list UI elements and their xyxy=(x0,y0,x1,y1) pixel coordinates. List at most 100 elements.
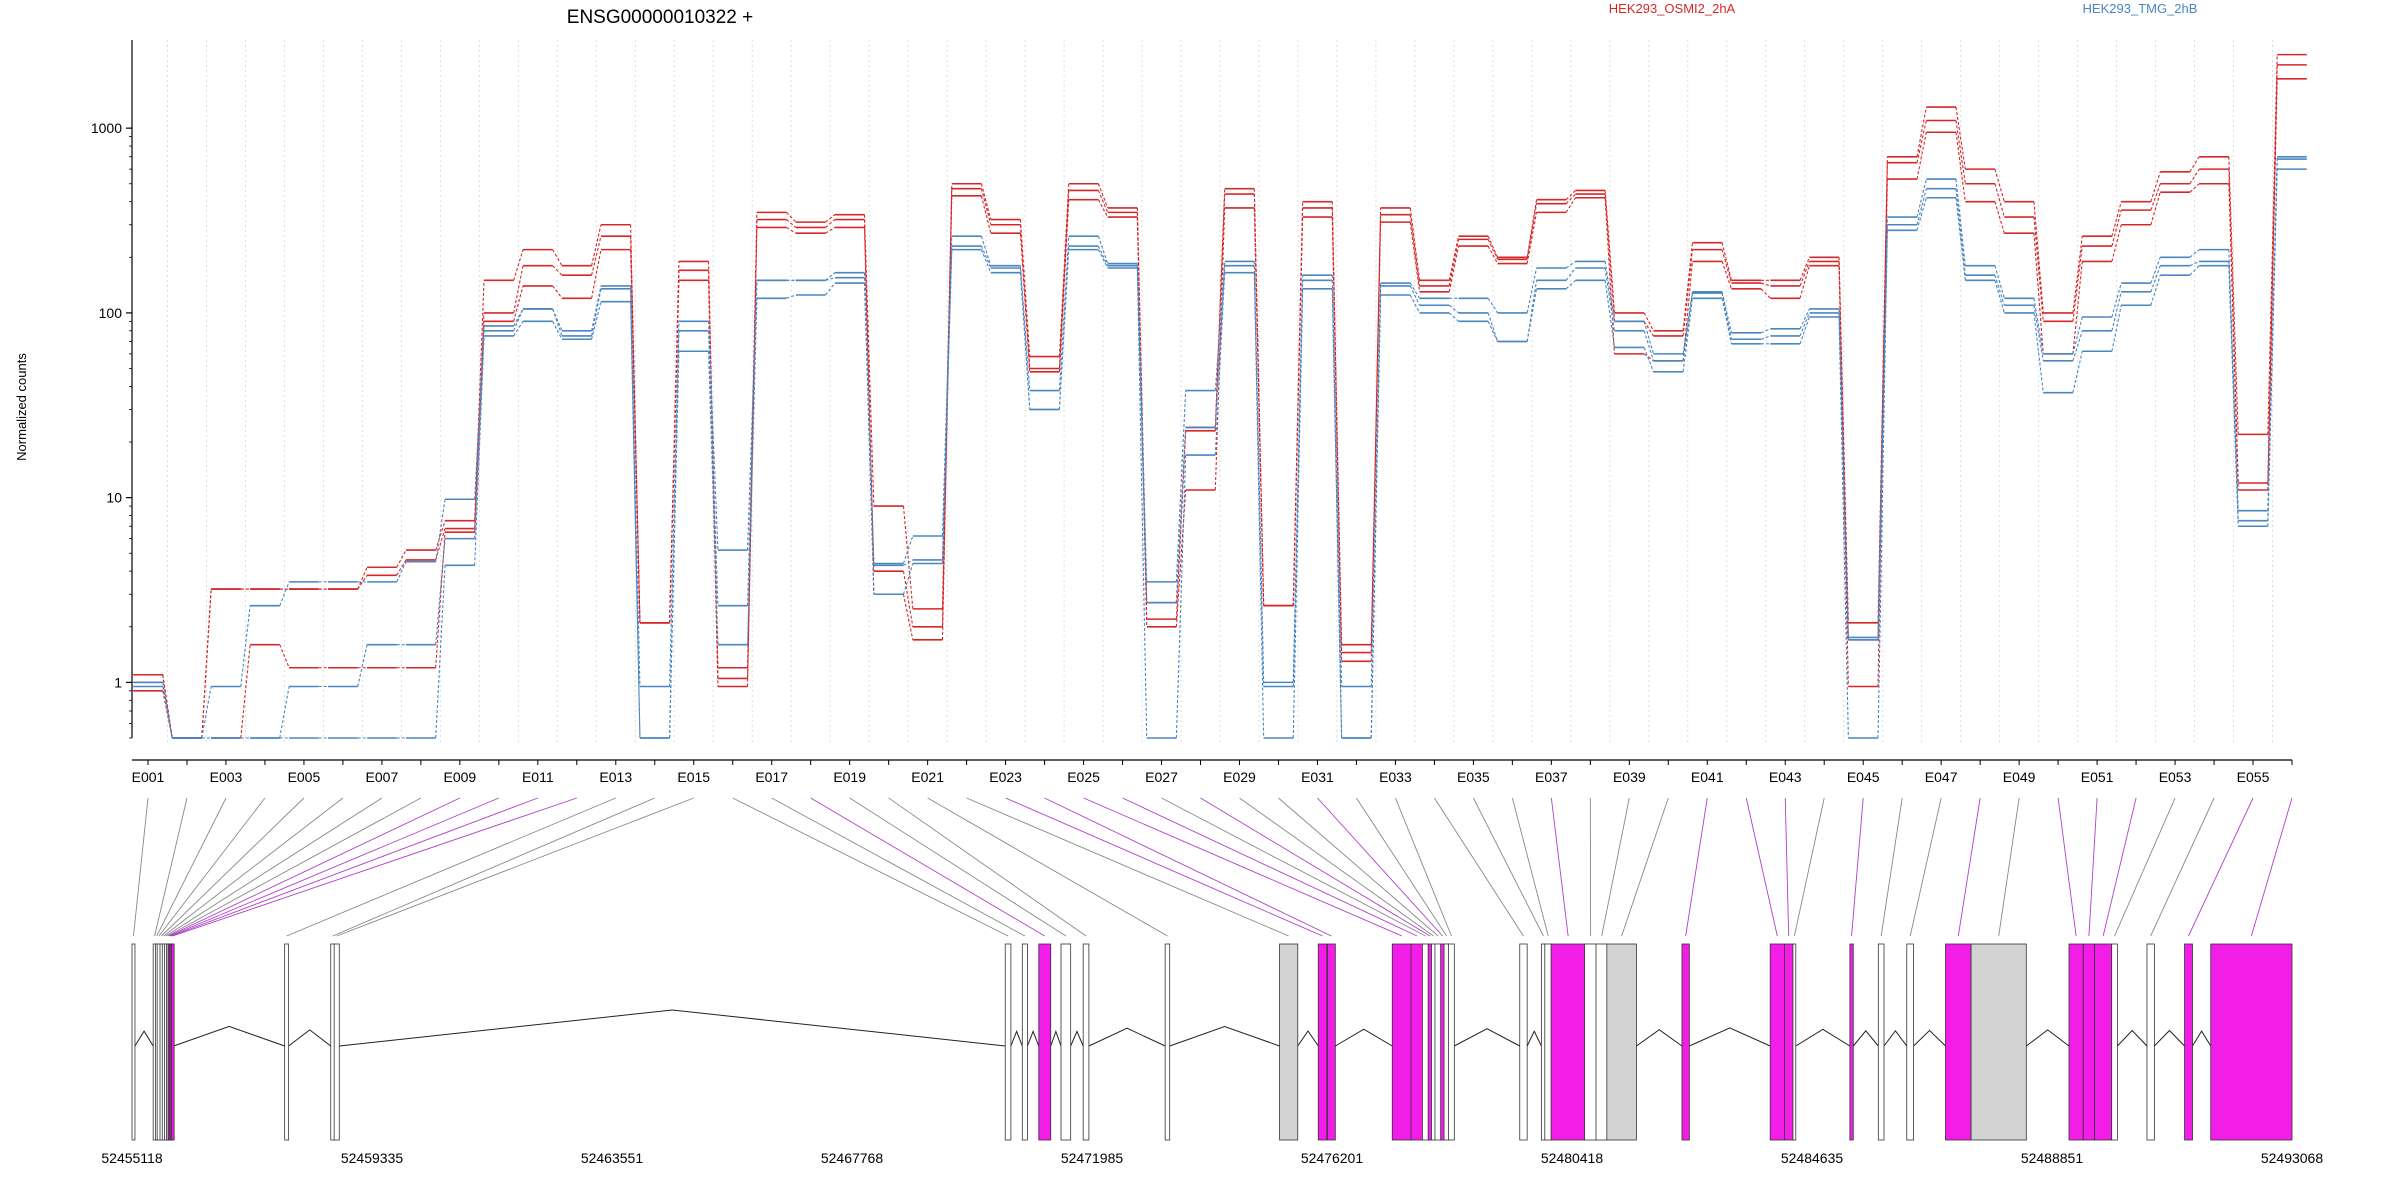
x-tick-label: E015 xyxy=(677,769,710,785)
x-tick-label: E023 xyxy=(989,769,1022,785)
exon-box-e051 xyxy=(2082,943,2096,1141)
series-connector xyxy=(786,294,797,299)
series-connector xyxy=(1682,291,1694,354)
vertical-grid xyxy=(166,40,2274,742)
series-connector xyxy=(474,335,485,566)
intron-line xyxy=(1689,1027,1771,1047)
series-connector xyxy=(2189,183,2200,193)
series-connector xyxy=(1838,316,1849,739)
x-tick-label: E047 xyxy=(1925,769,1958,785)
series-connector xyxy=(1097,249,1109,269)
exon-box-e017 xyxy=(1021,943,1028,1141)
series-connector xyxy=(1526,288,1538,342)
x-tick-label: E039 xyxy=(1613,769,1646,785)
series-connector xyxy=(1994,168,2005,202)
series-connector xyxy=(162,690,173,739)
exon-connector xyxy=(927,797,1168,937)
series-connector xyxy=(1058,249,1070,410)
x-tick-label: E029 xyxy=(1223,769,1256,785)
series-connector xyxy=(2111,305,2122,352)
series-connector xyxy=(1799,257,1810,281)
series-connector xyxy=(1994,183,2005,218)
series-connector xyxy=(1409,285,1421,306)
series-connector xyxy=(2189,249,2200,258)
series-connector xyxy=(1916,106,1927,157)
series-connector xyxy=(1175,489,1187,627)
series-connector xyxy=(1487,236,1499,258)
series-connector xyxy=(746,298,758,645)
series-connector xyxy=(2228,183,2239,491)
series-connector xyxy=(902,571,914,627)
series-connector xyxy=(1409,222,1421,292)
coordinate-label: 52488851 xyxy=(2021,1150,2084,1166)
series-connector xyxy=(2033,201,2044,313)
series-connector xyxy=(162,686,173,739)
series-connector xyxy=(1214,265,1226,428)
exon-connector xyxy=(849,797,1067,937)
series-connector xyxy=(980,188,992,225)
x-tick-label: E027 xyxy=(1145,769,1178,785)
x-tick-label: E001 xyxy=(132,769,165,785)
exon-box-e040 xyxy=(1606,943,1637,1141)
series-connector xyxy=(1682,293,1694,361)
series-connector xyxy=(552,265,563,276)
series-connector xyxy=(552,285,563,299)
series-connector xyxy=(513,265,524,313)
exon-box-e033 xyxy=(1448,943,1455,1141)
exon-box-e048 xyxy=(1945,943,1972,1141)
series-connector xyxy=(279,581,290,606)
series-connector xyxy=(1643,321,1654,337)
exon-box-e036 xyxy=(1544,943,1553,1141)
exon-connector xyxy=(1044,797,1332,937)
series-connector xyxy=(2072,330,2083,362)
series-connector xyxy=(2150,171,2161,202)
intron-line xyxy=(2154,1029,2185,1047)
series-connector xyxy=(941,188,953,627)
series-connector xyxy=(1994,265,2005,299)
series-connector xyxy=(1409,207,1421,281)
exon-connector xyxy=(1851,797,1864,937)
exon-box-e020 xyxy=(1082,943,1090,1141)
coordinate-label: 52480418 xyxy=(1541,1150,1604,1166)
series-connector xyxy=(1175,427,1187,603)
coordinate-label: 52463551 xyxy=(581,1150,644,1166)
series-connector xyxy=(2072,236,2083,313)
series-connector xyxy=(1253,265,1265,687)
x-tick-label: E025 xyxy=(1067,769,1100,785)
series-connector xyxy=(2189,260,2200,267)
series-connector xyxy=(1916,188,1927,225)
series-connector xyxy=(1019,265,1031,391)
y-tick-label: 1000 xyxy=(91,120,122,136)
exon-box-e047 xyxy=(1906,943,1915,1141)
exon-connector xyxy=(2102,797,2137,937)
series-connector xyxy=(825,226,836,234)
exon-connector xyxy=(332,797,655,937)
exon-box-e021 xyxy=(1164,943,1171,1141)
series-connector xyxy=(279,686,290,739)
exon-connector xyxy=(1909,797,1942,937)
series-connector xyxy=(1955,179,1966,266)
exon-connector xyxy=(810,797,1046,937)
intron-line xyxy=(1070,1030,1084,1047)
series-connector xyxy=(1448,312,1459,322)
series-connector xyxy=(1253,207,1265,606)
exon-connectors xyxy=(133,797,2293,937)
series-connector xyxy=(708,330,719,606)
series-connector xyxy=(2033,298,2044,354)
series-connector xyxy=(980,245,992,269)
intron-line xyxy=(1454,1028,1520,1047)
exon-box-e001 xyxy=(131,943,136,1141)
coordinate-label: 52476201 xyxy=(1301,1150,1364,1166)
intron-line xyxy=(288,1029,332,1047)
series-connector xyxy=(1214,207,1226,491)
exon-box-e052 xyxy=(2094,943,2113,1141)
series-connector xyxy=(825,282,836,296)
exon-connector xyxy=(2250,797,2293,937)
series-connector xyxy=(1331,217,1343,662)
exon-connector xyxy=(2057,797,2077,937)
series-connector xyxy=(1526,212,1538,264)
series-connector xyxy=(1448,236,1460,281)
series-connector xyxy=(2072,351,2083,393)
series-connector xyxy=(2111,291,2122,331)
